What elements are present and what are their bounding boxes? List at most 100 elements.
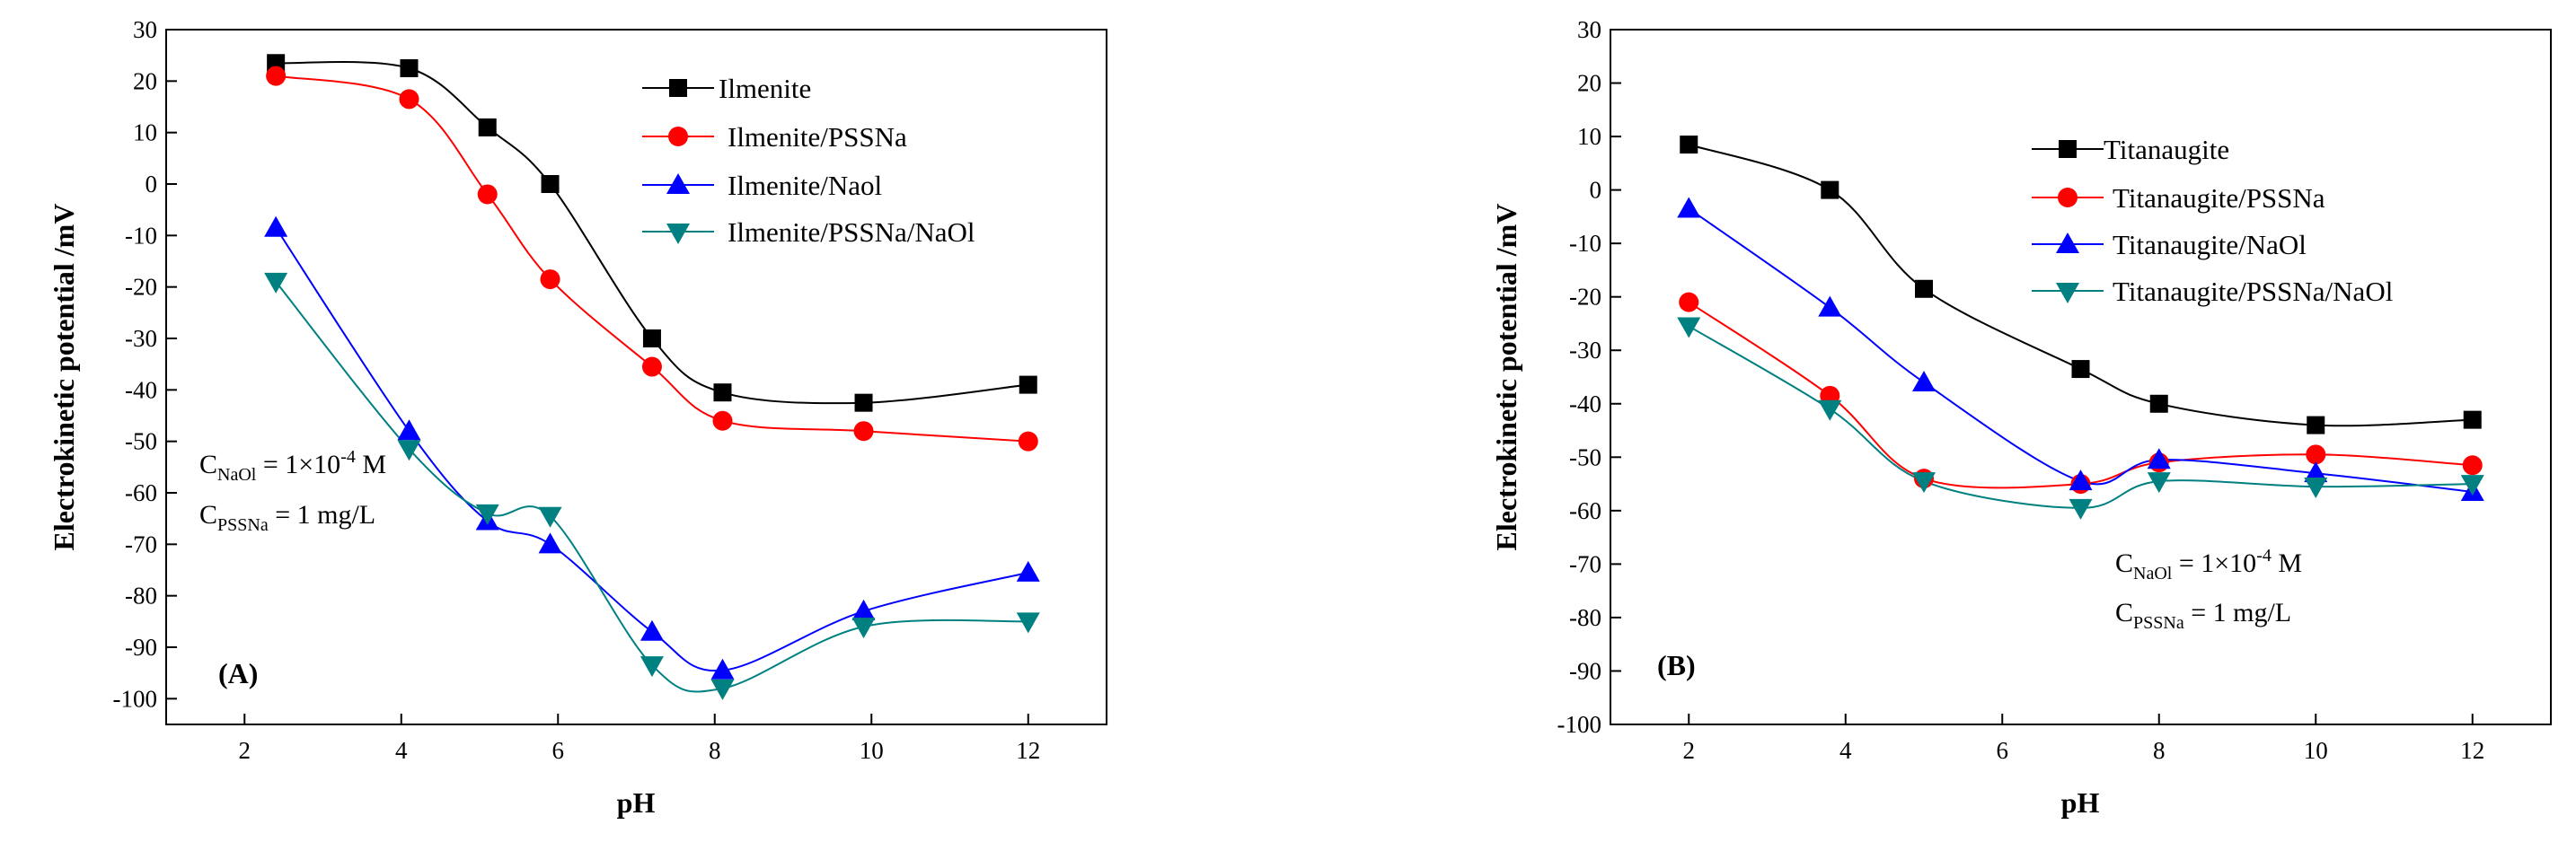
data-point <box>1016 612 1040 634</box>
data-point <box>710 658 735 680</box>
legend-item: Titanaugite <box>2032 134 2229 165</box>
plot-frame <box>165 29 1107 725</box>
y-tick-label: -40 <box>1569 390 1601 417</box>
data-point <box>2307 416 2325 434</box>
y-tick-label: 20 <box>1577 70 1601 97</box>
y-axis-title: Electrokinetic potential /mV <box>1490 204 1522 551</box>
series-markers <box>264 54 1040 700</box>
series-line <box>275 227 1029 672</box>
y-tick-label: -90 <box>125 634 157 661</box>
series-curves <box>1688 144 2473 509</box>
legend-item: Titanaugite/NaOl <box>2032 229 2307 260</box>
data-point <box>2147 472 2171 494</box>
data-point <box>853 421 874 442</box>
y-tick-label: -100 <box>113 685 158 712</box>
y-axis-ticks: 30 20 10 0 -10 -20 -30 -40 -50 -60 -70 -80 -90 -100 <box>1557 16 1621 738</box>
data-point <box>2147 448 2171 469</box>
y-tick-label: -50 <box>125 428 157 455</box>
data-point <box>640 656 664 678</box>
series-markers <box>1677 136 2484 520</box>
data-point <box>2071 360 2090 379</box>
y-tick-label: 30 <box>1577 16 1601 43</box>
series-line <box>275 75 1028 443</box>
data-point <box>1912 370 1936 391</box>
y-tick-label: 20 <box>133 67 157 94</box>
x-tick-label: 8 <box>2153 737 2166 764</box>
legend-item: Ilmenite/PSSNa <box>642 121 907 153</box>
legend-label: Ilmenite/PSSNa <box>728 121 907 153</box>
y-axis-ticks: 30 20 10 0 -10 -20 -30 -40 -50 -60 -70 -80 -90 -100 <box>113 16 177 712</box>
y-axis-title: Electrokinetic potential /mV <box>48 204 80 551</box>
data-point <box>1680 136 1698 154</box>
chart-panel-b: 30 20 10 0 -10 -20 -30 -40 -50 -60 -70 -80 -90 -100 2… <box>1490 16 2552 819</box>
legend-label: Ilmenite/Naol <box>728 170 882 201</box>
y-tick-label: -70 <box>125 531 157 557</box>
plot-frame <box>1610 29 2552 725</box>
x-tick-label: 10 <box>2304 737 2328 764</box>
data-point <box>640 619 664 641</box>
legend-circle-marker <box>668 127 688 146</box>
data-point <box>1821 180 1839 199</box>
y-tick-label: -80 <box>125 583 157 610</box>
data-point <box>1019 375 1037 394</box>
legend-triangle-up-marker <box>2056 232 2079 253</box>
data-point <box>477 184 498 205</box>
legend-triangle-up-marker <box>666 173 690 194</box>
legend-item: Ilmenite <box>642 73 811 104</box>
data-point <box>2306 444 2326 465</box>
y-tick-label: 10 <box>1577 123 1601 150</box>
data-point <box>1818 295 1842 317</box>
y-tick-label: 30 <box>133 16 157 43</box>
x-axis-title: pH <box>2061 786 2100 819</box>
data-point <box>2069 498 2093 520</box>
annotation-naol-concentration: CNaOl = 1×10-4 M <box>199 447 386 485</box>
y-tick-label: -60 <box>1569 497 1601 524</box>
data-point <box>400 59 419 77</box>
legend-item: Titanaugite/PSSNa <box>2032 182 2325 214</box>
data-point <box>1016 560 1040 582</box>
legend-triangle-down-marker <box>666 224 690 244</box>
data-point <box>1677 197 1701 218</box>
y-tick-label: -30 <box>125 325 157 352</box>
y-tick-label: -60 <box>125 479 157 506</box>
annotation-pssna-concentration: CPSSNa = 1 mg/L <box>199 500 375 535</box>
y-tick-label: -20 <box>1569 284 1601 311</box>
chart-panel-a: 30 20 10 0 -10 -20 -30 -40 -50 -60 -70 -80 -90 -100 2… <box>48 16 1107 819</box>
panel-label: (B) <box>1657 649 1696 681</box>
data-point <box>264 272 288 294</box>
series-line <box>1688 207 2473 493</box>
data-point <box>1912 472 1936 494</box>
y-tick-label: -100 <box>1557 711 1602 738</box>
data-point <box>397 419 421 441</box>
x-tick-label: 12 <box>1016 737 1040 764</box>
legend-square-marker <box>669 79 687 97</box>
y-tick-label: 10 <box>133 119 157 146</box>
y-tick-label: 0 <box>1590 177 1602 204</box>
data-point <box>2462 455 2483 476</box>
data-point <box>397 440 421 461</box>
legend-label: Ilmenite/PSSNa/NaOl <box>728 216 975 248</box>
legend-label: Titanaugite/PSSNa/NaOl <box>2113 276 2393 307</box>
y-tick-label: 0 <box>146 171 158 197</box>
data-point <box>1915 279 1933 298</box>
data-point <box>475 504 499 525</box>
data-point <box>642 329 661 347</box>
x-tick-label: 2 <box>1683 737 1696 764</box>
data-point <box>540 269 560 290</box>
y-tick-label: -20 <box>125 274 157 301</box>
y-tick-label: -70 <box>1569 550 1601 577</box>
data-point <box>399 89 419 110</box>
data-point <box>2304 461 2328 483</box>
panel-label: (A) <box>218 657 258 689</box>
data-point <box>2149 394 2168 413</box>
x-axis-title: pH <box>617 786 656 819</box>
data-point <box>2463 410 2482 429</box>
data-point <box>478 118 497 136</box>
x-tick-label: 8 <box>709 737 721 764</box>
legend: Titanaugite Titanaugite/PSSNa Titanaugit… <box>2032 134 2393 307</box>
data-point <box>710 679 735 700</box>
y-tick-label: -10 <box>1569 230 1601 257</box>
x-axis-ticks: 2 4 6 8 10 12 <box>1683 714 2484 764</box>
legend-circle-marker <box>2058 188 2078 207</box>
